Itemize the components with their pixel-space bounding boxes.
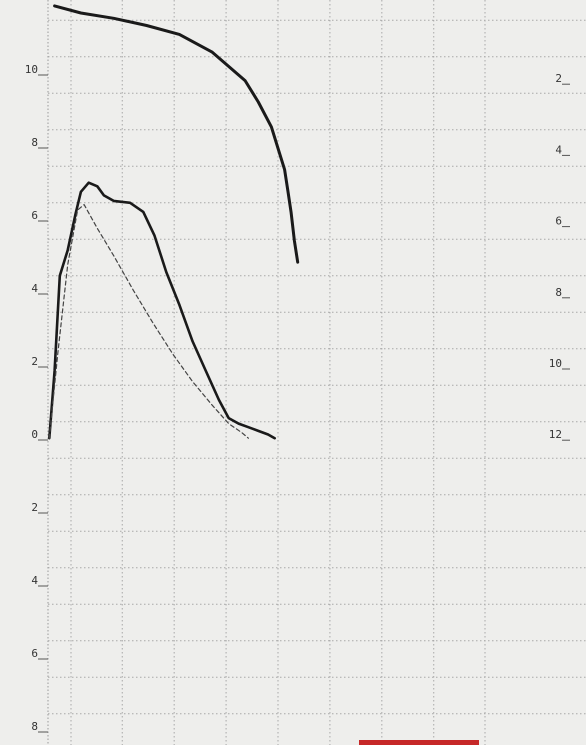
series (47, 4, 300, 440)
series-line-2 (47, 181, 277, 440)
left-tick-label: 8 (31, 136, 38, 149)
left-tick-label: 6 (31, 647, 38, 660)
right-tick-label: 4 (555, 143, 562, 156)
left-tick-label: 4 (31, 282, 38, 295)
left-tick-label: 10 (25, 63, 38, 76)
left-tick-label: 6 (31, 209, 38, 222)
series-line-1 (53, 4, 300, 264)
left-tick-label: 2 (31, 355, 38, 368)
right-tick-label: 6 (555, 215, 562, 228)
left-tick-label: 4 (31, 574, 38, 587)
right-tick-label: 8 (555, 286, 562, 299)
tick-labels: 10 8 6 4 2 0 2 4 6 8 2 4 6 8 10 12 (25, 63, 570, 733)
right-tick-label: 12 (549, 428, 562, 441)
right-tick-label: 10 (549, 357, 562, 370)
grid (47, 0, 586, 745)
left-tick-label: 0 (31, 428, 38, 441)
left-tick-label: 2 (31, 501, 38, 514)
left-tick-label: 8 (31, 720, 38, 733)
series-line-3 (48, 204, 249, 439)
right-tick-label: 2 (555, 72, 562, 85)
red-marker (359, 740, 479, 745)
